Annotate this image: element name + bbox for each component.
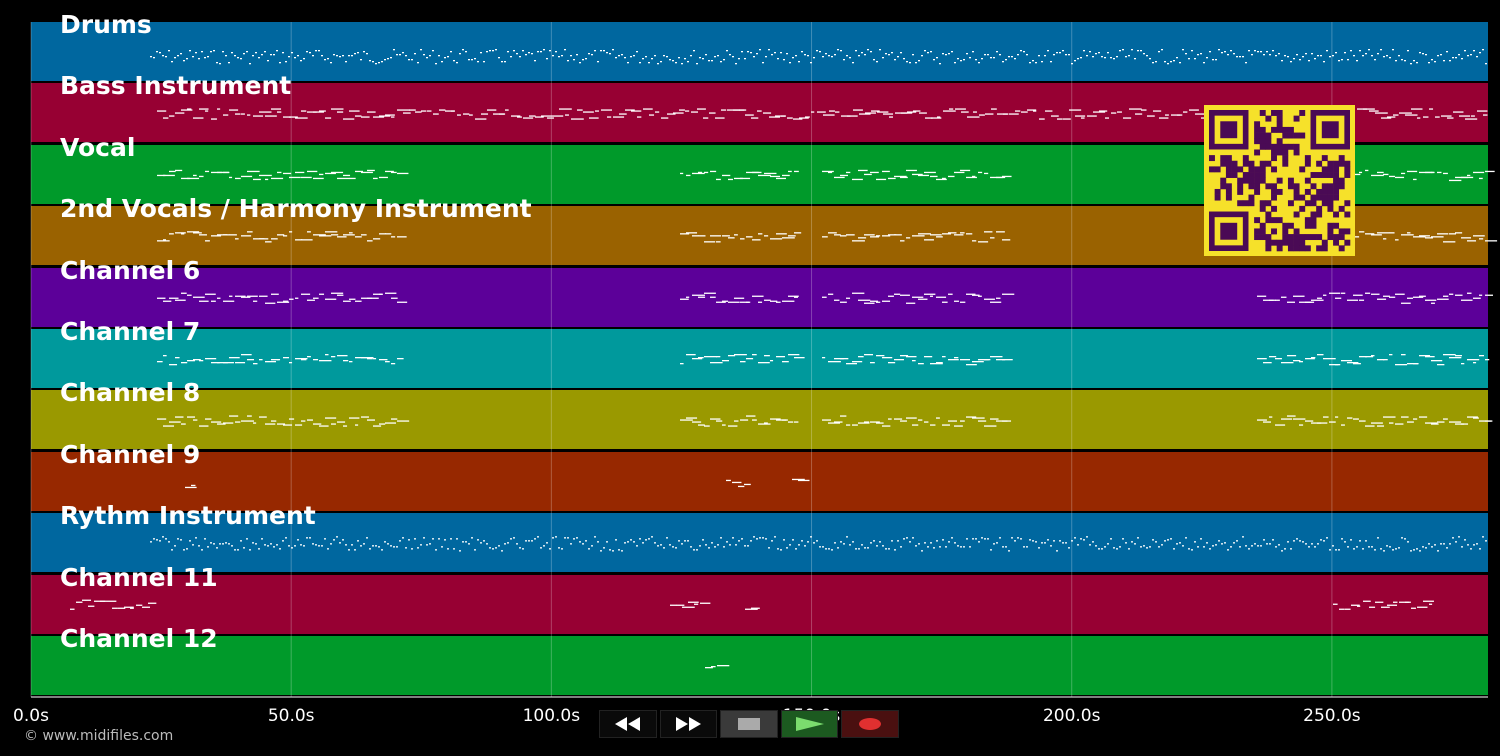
time-tick-label: 100.0s — [522, 706, 581, 726]
track-notes — [185, 478, 810, 489]
track-label: Channel 7 — [60, 317, 201, 346]
track-lane — [31, 636, 1488, 695]
record-icon — [859, 718, 882, 730]
track-notes — [705, 665, 730, 669]
track-label: Channel 9 — [60, 439, 201, 469]
copyright-text: © www.midifiles.com — [24, 728, 174, 744]
track-lane — [31, 574, 1488, 634]
track-label: Vocal — [60, 132, 136, 162]
track-label: Bass Instrument — [60, 71, 292, 101]
rewind-icon — [614, 717, 640, 731]
track-lane — [31, 267, 1488, 327]
play-icon — [795, 717, 824, 731]
track-notes — [70, 599, 1434, 610]
track-notes — [157, 354, 1490, 366]
time-tick-label: 200.0s — [1042, 706, 1101, 726]
track-label: Channel 6 — [60, 255, 201, 285]
track-notes — [150, 49, 1487, 65]
track-lane — [31, 329, 1488, 388]
track-notes — [157, 415, 1493, 427]
track-label: Channel 12 — [60, 624, 218, 653]
track-label: Drums — [60, 10, 152, 39]
track-lanes: Drums Bass Instrument Vocal 2nd Vocals / Ha… — [31, 10, 1498, 695]
track-lane — [31, 22, 1488, 81]
fast-forward-button[interactable] — [659, 710, 718, 738]
track-lane — [31, 390, 1488, 450]
fast-forward-icon — [676, 717, 702, 731]
track-label: 2nd Vocals / Harmony Instrument — [60, 194, 532, 224]
track-label: Channel 11 — [60, 562, 218, 592]
track-lane — [31, 451, 1488, 511]
stop-button[interactable] — [720, 710, 778, 738]
qr-code — [1204, 105, 1355, 256]
play-button[interactable] — [780, 710, 839, 738]
rewind-button[interactable] — [599, 710, 657, 738]
time-tick-label: 0.0s — [13, 706, 49, 726]
track-notes — [150, 536, 1487, 552]
track-label: Rythm Instrument — [60, 501, 316, 531]
track-lane — [31, 513, 1488, 573]
track-label: Channel 8 — [60, 378, 201, 408]
transport-controls — [599, 710, 902, 740]
record-button[interactable] — [841, 710, 899, 738]
track-notes — [157, 292, 1493, 304]
time-tick-label: 50.0s — [267, 706, 315, 726]
time-tick-label: 250.0s — [1303, 706, 1361, 726]
stop-icon — [737, 718, 760, 730]
